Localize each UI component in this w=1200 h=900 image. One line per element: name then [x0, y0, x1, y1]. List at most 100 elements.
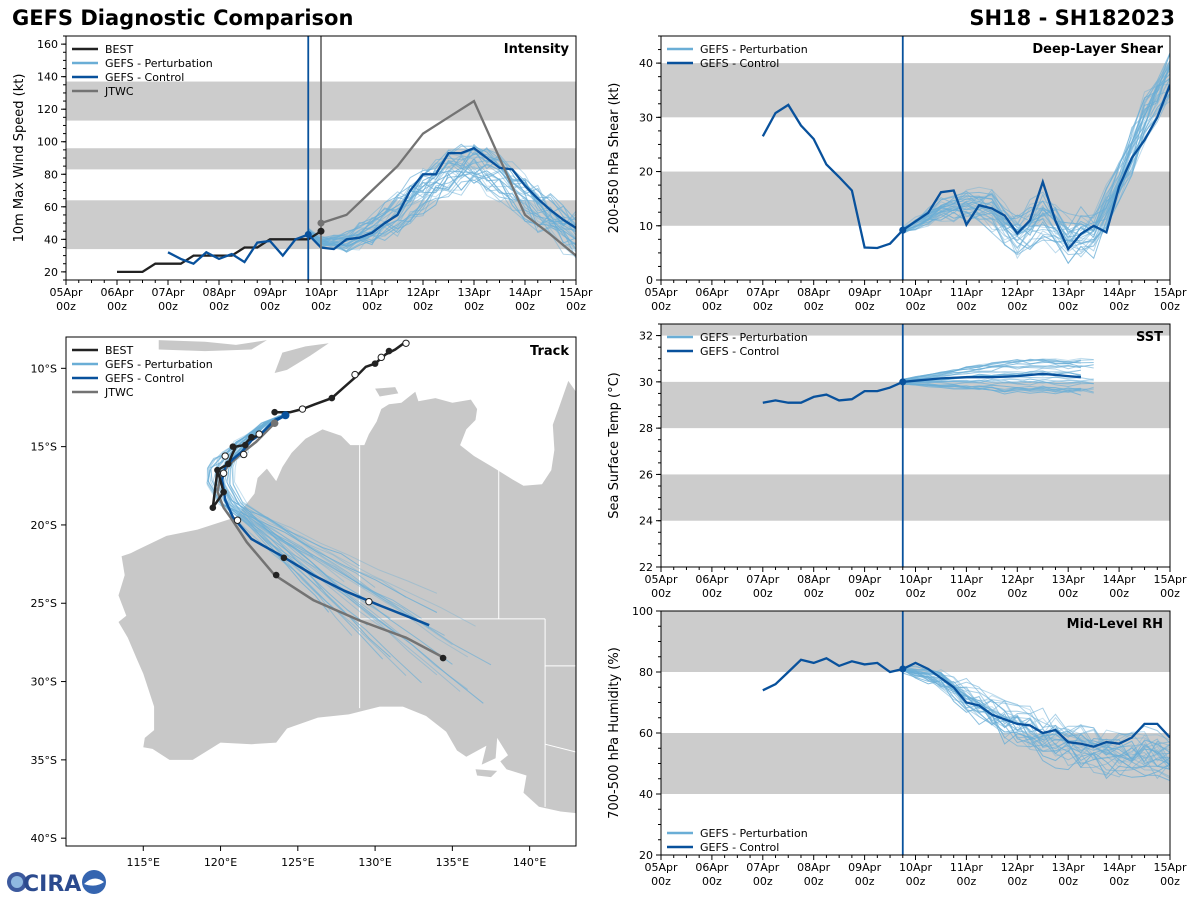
sst-xtick-date: 08Apr — [797, 573, 831, 586]
sst-xtick-hour: 00z — [1160, 587, 1180, 600]
intensity-ylabel: 10m Max Wind Speed (kt) — [12, 74, 27, 243]
rh-xtick-date: 10Apr — [899, 861, 933, 874]
sst-xtick-date: 14Apr — [1103, 573, 1137, 586]
sst-ytick-label: 26 — [639, 468, 653, 481]
shear-panel: 01020304005Apr00z06Apr00z07Apr00z08Apr00… — [607, 35, 1187, 313]
shear-xtick-date: 15Apr — [1153, 286, 1187, 299]
sst-ytick-label: 30 — [639, 376, 653, 389]
sst-xtick-date: 12Apr — [1001, 573, 1035, 586]
track-filled-marker — [328, 394, 336, 402]
sst-xtick-date: 15Apr — [1153, 573, 1187, 586]
melville-island — [375, 387, 399, 397]
intensity-xtick-hour: 00z — [464, 300, 484, 313]
rh-panel: 2040608010005Apr00z06Apr00z07Apr00z08Apr… — [607, 605, 1187, 888]
track-ytick-label: 10°S — [31, 362, 57, 375]
track-filled-marker — [371, 360, 379, 367]
sst-perturbation-line — [902, 379, 1094, 385]
track-open-marker — [365, 597, 373, 606]
rh-perturbation-line — [902, 666, 1170, 755]
intensity-perturbation-line — [307, 149, 576, 244]
rh-xtick-date: 05Apr — [644, 861, 678, 874]
intensity-xtick-hour: 00z — [566, 300, 586, 313]
track-filled-marker — [272, 571, 280, 579]
sst-ytick-label: 28 — [639, 422, 653, 435]
track-open-marker — [298, 405, 307, 413]
track-open-marker — [221, 452, 229, 460]
shear-xtick-hour: 00z — [1160, 300, 1180, 313]
intensity-xtick-date: 12Apr — [406, 286, 440, 299]
rh-init-marker — [899, 665, 907, 673]
track-filled-marker — [385, 347, 393, 355]
track-ytick-label: 35°S — [31, 754, 57, 767]
shear-perturbation-line — [902, 77, 1170, 251]
shear-ylabel: 200-850 hPa Shear (kt) — [607, 83, 622, 234]
rh-xtick-hour: 00z — [1160, 875, 1180, 888]
sst-xtick-date: 11Apr — [950, 573, 984, 586]
shear-xtick-date: 09Apr — [848, 286, 882, 299]
intensity-xtick-date: 10Apr — [304, 286, 338, 299]
shear-xtick-date: 14Apr — [1103, 286, 1137, 299]
sst-xtick-hour: 00z — [1109, 587, 1129, 600]
track-filled-marker — [224, 460, 232, 468]
rh-control-line — [762, 657, 1170, 748]
intensity-ytick-label: 140 — [37, 71, 58, 84]
sst-perturbation-line — [902, 383, 1082, 396]
shear-plot-area — [661, 52, 1170, 265]
sst-title: SST — [1136, 330, 1163, 345]
rh-title: Mid-Level RH — [1067, 617, 1163, 632]
shear-xtick-hour: 00z — [855, 300, 875, 313]
track-xtick-label: 120°E — [204, 856, 237, 869]
shear-legend-label-0: GEFS - Perturbation — [700, 43, 808, 56]
track-filled-marker — [248, 433, 255, 441]
sst-perturbation-line — [902, 378, 1081, 384]
shear-xtick-date: 11Apr — [950, 286, 984, 299]
intensity-xtick-hour: 00z — [311, 300, 331, 313]
rh-ytick-label: 20 — [639, 849, 653, 862]
rh-legend-label-1: GEFS - Control — [700, 841, 779, 854]
sst-ytick-label: 32 — [639, 330, 653, 343]
sst-band — [661, 324, 1170, 336]
shear-perturbation-line — [902, 100, 1170, 260]
shear-xtick-date: 13Apr — [1052, 286, 1086, 299]
sst-plot-area — [661, 324, 1170, 521]
australia-landmass — [118, 380, 576, 846]
track-ytick-label: 25°S — [31, 597, 57, 610]
track-filled-marker — [214, 466, 221, 474]
track-legend-label-3: JTWC — [104, 386, 134, 399]
intensity-ytick-label: 160 — [37, 38, 58, 51]
track-jtwc-init-marker — [270, 419, 279, 427]
track-open-marker — [377, 353, 385, 362]
track-ytick-label: 30°S — [31, 676, 57, 689]
track-open-marker — [240, 450, 248, 459]
intensity-xtick-date: 15Apr — [559, 286, 593, 299]
intensity-xtick-date: 06Apr — [100, 286, 134, 299]
intensity-jtwc-line — [320, 99, 576, 257]
sst-legend-label-0: GEFS - Perturbation — [700, 331, 808, 344]
shear-perturbation-line — [902, 85, 1170, 250]
track-panel: 115°E 120°E 125°E 130°E 135°E 140°E 10°S 15°S 20… — [31, 336, 577, 869]
intensity-title: Intensity — [504, 42, 570, 57]
intensity-xtick-date: 11Apr — [355, 286, 389, 299]
rh-xtick-hour: 00z — [957, 875, 977, 888]
intensity-xtick-hour: 00z — [107, 300, 127, 313]
sst-ylabel: Sea Surface Temp (°C) — [607, 372, 622, 519]
sst-xtick-date: 06Apr — [695, 573, 729, 586]
track-filled-marker — [209, 504, 217, 512]
sst-xtick-hour: 00z — [1058, 587, 1078, 600]
intensity-ytick-label: 120 — [37, 103, 58, 116]
rh-xtick-hour: 00z — [906, 875, 926, 888]
intensity-ytick-label: 20 — [44, 266, 58, 279]
shear-xtick-hour: 00z — [1007, 300, 1027, 313]
intensity-xtick-date: 14Apr — [508, 286, 542, 299]
rh-ytick-label: 100 — [632, 605, 653, 618]
shear-perturbation-line — [902, 66, 1170, 249]
intensity-xtick-hour: 00z — [413, 300, 433, 313]
rh-xtick-hour: 00z — [702, 875, 722, 888]
intensity-xtick-date: 07Apr — [151, 286, 185, 299]
shear-perturbation-line — [902, 80, 1170, 265]
track-legend-label-0: BEST — [105, 344, 133, 357]
shear-xtick-hour: 00z — [753, 300, 773, 313]
track-open-marker — [219, 469, 228, 477]
track-xtick-label: 125°E — [281, 856, 314, 869]
intensity-perturbation-line — [308, 143, 576, 241]
